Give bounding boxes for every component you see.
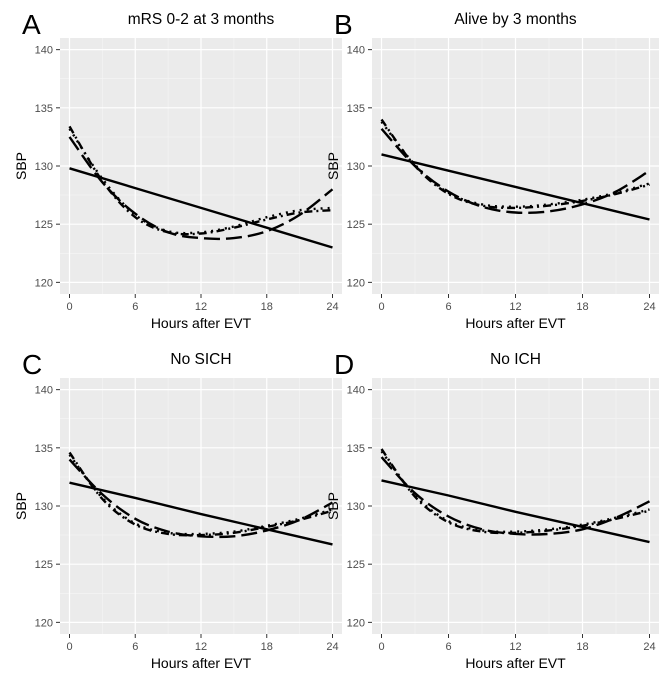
x-tick-label: 12 [195, 301, 207, 313]
x-tick-label: 24 [643, 301, 655, 313]
y-tick-label: 140 [35, 385, 53, 397]
panel-c: 0 6 12 18 24 120 125 130 135 140 No SICH C Hours aft… [13, 349, 342, 671]
series-line-solid [69, 167, 333, 249]
x-tick-label: 24 [326, 641, 338, 653]
x-tick-label: 18 [576, 301, 588, 313]
panel-letter: C [22, 349, 42, 380]
y-tick-label: 140 [347, 45, 365, 57]
x-tick-label: 18 [576, 641, 588, 653]
x-axis-title: Hours after EVT [151, 315, 252, 331]
y-tick-label: 120 [35, 277, 53, 289]
series-line-solid [381, 479, 650, 544]
panel-d: 0 6 12 18 24 120 125 130 135 140 No ICH D Hours afte… [325, 349, 659, 671]
x-tick-label: 0 [378, 301, 384, 313]
y-tick-label: 130 [35, 501, 53, 513]
y-tick-label: 130 [35, 161, 53, 173]
x-tick-label: 0 [378, 641, 384, 653]
x-tick-label: 24 [326, 301, 338, 313]
panel-letter: B [334, 9, 353, 40]
y-tick-label: 135 [347, 443, 365, 455]
y-tick-label: 135 [35, 443, 53, 455]
y-axis-title: SBP [325, 492, 341, 520]
panel-title: No ICH [490, 351, 541, 368]
series-line-dotted [68, 454, 333, 536]
series-line-solid [69, 481, 333, 546]
series-line-solid [381, 153, 650, 221]
series-line-dotdash [68, 125, 333, 236]
panel-title: Alive by 3 months [454, 11, 577, 28]
y-tick-label: 125 [347, 219, 365, 231]
panel-title: No SICH [170, 351, 231, 368]
y-tick-label: 120 [347, 617, 365, 629]
panel-b: 0 6 12 18 24 120 125 130 135 140 Alive by 3 months… [325, 9, 659, 331]
y-tick-label: 135 [35, 103, 53, 115]
panel-letter: D [334, 349, 354, 380]
x-tick-label: 6 [132, 641, 138, 653]
x-axis-title: Hours after EVT [465, 315, 566, 331]
x-tick-label: 18 [261, 301, 273, 313]
x-tick-label: 12 [509, 301, 521, 313]
x-tick-label: 12 [509, 641, 521, 653]
x-tick-label: 6 [445, 301, 451, 313]
panel-title: mRS 0-2 at 3 months [128, 11, 275, 28]
x-tick-label: 6 [445, 641, 451, 653]
x-tick-label: 6 [132, 301, 138, 313]
x-tick-label: 0 [66, 641, 72, 653]
y-tick-label: 125 [347, 559, 365, 571]
x-tick-label: 18 [261, 641, 273, 653]
y-axis-title: SBP [13, 152, 29, 180]
x-axis-title: Hours after EVT [151, 655, 252, 671]
y-tick-label: 135 [347, 103, 365, 115]
panel-letter: A [22, 9, 41, 40]
series-line-dotdash [380, 448, 650, 535]
x-tick-label: 0 [66, 301, 72, 313]
y-tick-label: 120 [35, 617, 53, 629]
panel-a: 0 6 12 18 24 120 125 130 135 140 mRS 0-2 at 3 mont… [13, 9, 342, 331]
x-axis-title: Hours after EVT [465, 655, 566, 671]
y-tick-label: 125 [35, 559, 53, 571]
y-tick-label: 130 [347, 161, 365, 173]
y-tick-label: 140 [35, 45, 53, 57]
x-tick-label: 24 [643, 641, 655, 653]
y-axis-title: SBP [13, 492, 29, 520]
y-tick-label: 125 [35, 219, 53, 231]
y-tick-label: 140 [347, 385, 365, 397]
series-line-dotted [380, 121, 650, 208]
series-line-dashed [380, 127, 651, 215]
y-tick-label: 130 [347, 501, 365, 513]
y-axis-title: SBP [325, 152, 341, 180]
y-tick-label: 120 [347, 277, 365, 289]
x-tick-label: 12 [195, 641, 207, 653]
